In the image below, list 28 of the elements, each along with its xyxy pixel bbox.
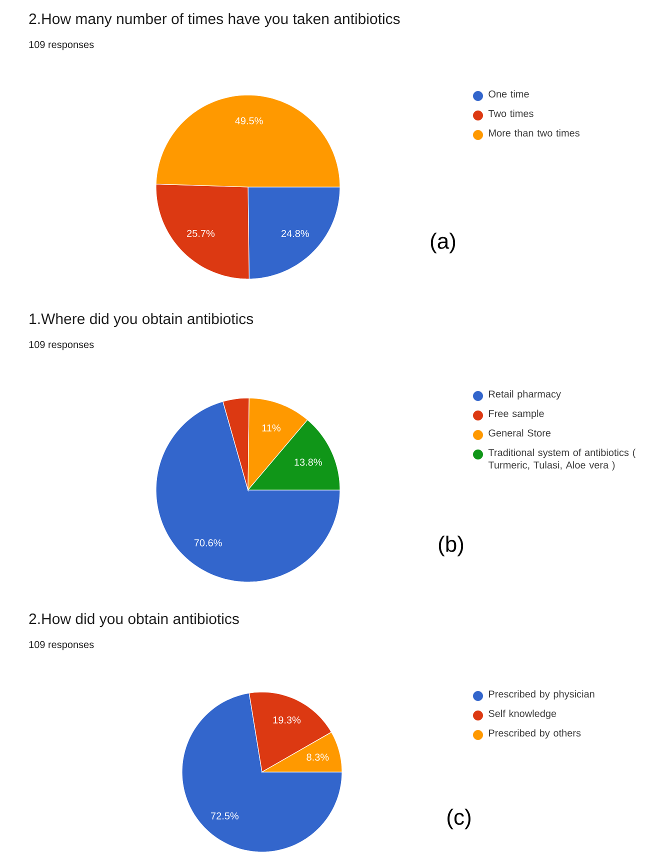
chart-title: 2.How many number of times have you taken antibiotics xyxy=(29,13,400,28)
legend-label: Prescribed by physician xyxy=(489,690,594,700)
legend-label: Free sample xyxy=(489,410,544,420)
text: 109 responses xyxy=(29,641,94,650)
data-label: 72.5% xyxy=(211,812,239,820)
data-label: 70.6% xyxy=(194,539,222,546)
data-label: 24.8% xyxy=(281,230,309,238)
data-label: 11% xyxy=(262,424,281,432)
text: 109 responses xyxy=(29,41,94,50)
text: (c) xyxy=(448,808,470,830)
legend-label: Traditional system of antibiotics ( Turmeric, Tulasi, Aloe vera ) xyxy=(488,448,636,471)
data-label: 13.8% xyxy=(294,458,322,466)
legend-label: Self knowledge xyxy=(488,710,556,720)
data-label: 49.5% xyxy=(235,117,263,124)
legend-label: General Store xyxy=(488,429,551,437)
legend-label: Retail pharmacy xyxy=(489,390,561,400)
data-label: 19.3% xyxy=(273,716,301,724)
chart-title: 2.How did you obtain antibiotics xyxy=(29,613,239,628)
text: 109 responses xyxy=(29,341,94,350)
data-label: 25.7% xyxy=(187,230,215,237)
legend-label: More than two times xyxy=(489,129,580,137)
text: (a) xyxy=(430,232,456,254)
legend-label: Two times xyxy=(488,110,534,118)
data-label: 8.3% xyxy=(306,754,329,761)
chart-title: 1.Where did you obtain antibiotics xyxy=(30,313,254,328)
legend-label: Prescribed by others xyxy=(489,729,581,739)
text: (b) xyxy=(438,536,464,556)
legend-label: One time xyxy=(488,90,529,98)
